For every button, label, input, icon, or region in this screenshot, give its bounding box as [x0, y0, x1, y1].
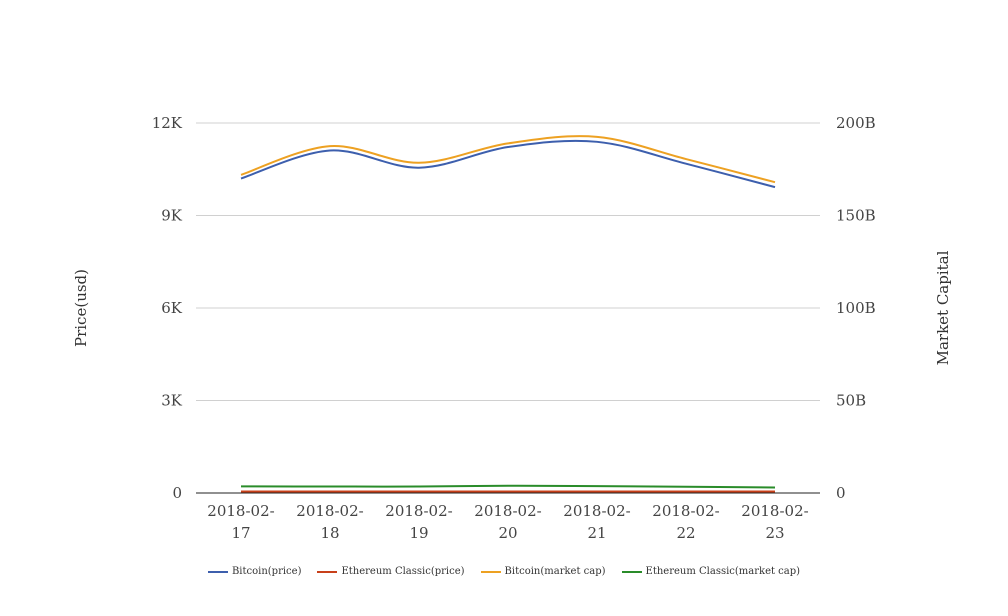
series-line-1: [240, 139, 776, 189]
x-tick-label-line: 2018-02-: [474, 502, 541, 520]
legend-item[interactable]: Ethereum Classic(price): [317, 566, 465, 577]
legend: Bitcoin(price) Ethereum Classic(price) Bit…: [0, 566, 1008, 577]
left-tick-label: 12K: [152, 114, 183, 132]
right-axis-title: Market Capital: [934, 250, 952, 365]
series-line-4: [240, 484, 776, 489]
x-tick-label-line: 20: [498, 524, 517, 542]
legend-item[interactable]: Ethereum Classic(market cap): [621, 566, 801, 577]
legend-swatch: [207, 570, 228, 573]
x-tick-label-line: 2018-02-: [296, 502, 363, 520]
x-tick-label-line: 2018-02-: [385, 502, 452, 520]
x-tick-label-line: 18: [320, 524, 339, 542]
right-axis-ticks: 0 50B 100B 150B 200B: [836, 114, 876, 502]
legend-label: Ethereum Classic(price): [341, 566, 465, 577]
x-tick-label-line: 21: [587, 524, 606, 542]
x-tick-label-line: 23: [765, 524, 784, 542]
x-tick-label: 2018-02- 23: [741, 502, 808, 542]
left-tick-label: 0: [172, 484, 182, 502]
x-tick-label-line: 19: [409, 524, 428, 542]
legend-item[interactable]: Bitcoin(price): [207, 566, 302, 577]
right-tick-label: 150B: [836, 207, 876, 225]
legend-label: Bitcoin(price): [231, 566, 302, 577]
x-tick-label-line: 2018-02-: [741, 502, 808, 520]
right-tick-label: 50B: [836, 392, 866, 410]
legend-swatch: [317, 570, 338, 573]
left-axis-ticks: 0 3K 6K 9K 12K: [152, 114, 183, 502]
legend-swatch: [480, 570, 501, 573]
legend-label: Ethereum Classic(market cap): [645, 566, 801, 577]
left-tick-label: 3K: [161, 392, 183, 410]
x-tick-label-line: 2018-02-: [207, 502, 274, 520]
left-tick-label: 6K: [161, 299, 183, 317]
right-tick-label: 200B: [836, 114, 876, 132]
legend-swatch: [621, 570, 642, 573]
x-tick-label-line: 22: [676, 524, 695, 542]
x-tick-label-line: 2018-02-: [652, 502, 719, 520]
x-tick-label-line: 17: [231, 524, 250, 542]
series-line-3: [240, 135, 776, 184]
grid-lines: [196, 122, 820, 401]
legend-label: Bitcoin(market cap): [504, 566, 606, 577]
x-tick-label-line: 2018-02-: [563, 502, 630, 520]
right-tick-label: 0: [836, 484, 846, 502]
x-tick-label: 2018-02- 18: [296, 502, 363, 542]
x-tick-label: 2018-02- 17: [207, 502, 274, 542]
left-axis-title: Price(usd): [72, 269, 90, 347]
x-tick-label: 2018-02- 19: [385, 502, 452, 542]
left-tick-label: 9K: [161, 207, 183, 225]
legend-item[interactable]: Bitcoin(market cap): [480, 566, 606, 577]
x-axis-ticks: 2018-02-172018-02-182018-02-192018-02-20…: [207, 502, 808, 542]
x-tick-label: 2018-02- 20: [474, 502, 541, 542]
series-layer: [240, 135, 776, 493]
x-tick-label: 2018-02- 22: [652, 502, 719, 542]
x-tick-label: 2018-02- 21: [563, 502, 630, 542]
right-tick-label: 100B: [836, 299, 876, 317]
